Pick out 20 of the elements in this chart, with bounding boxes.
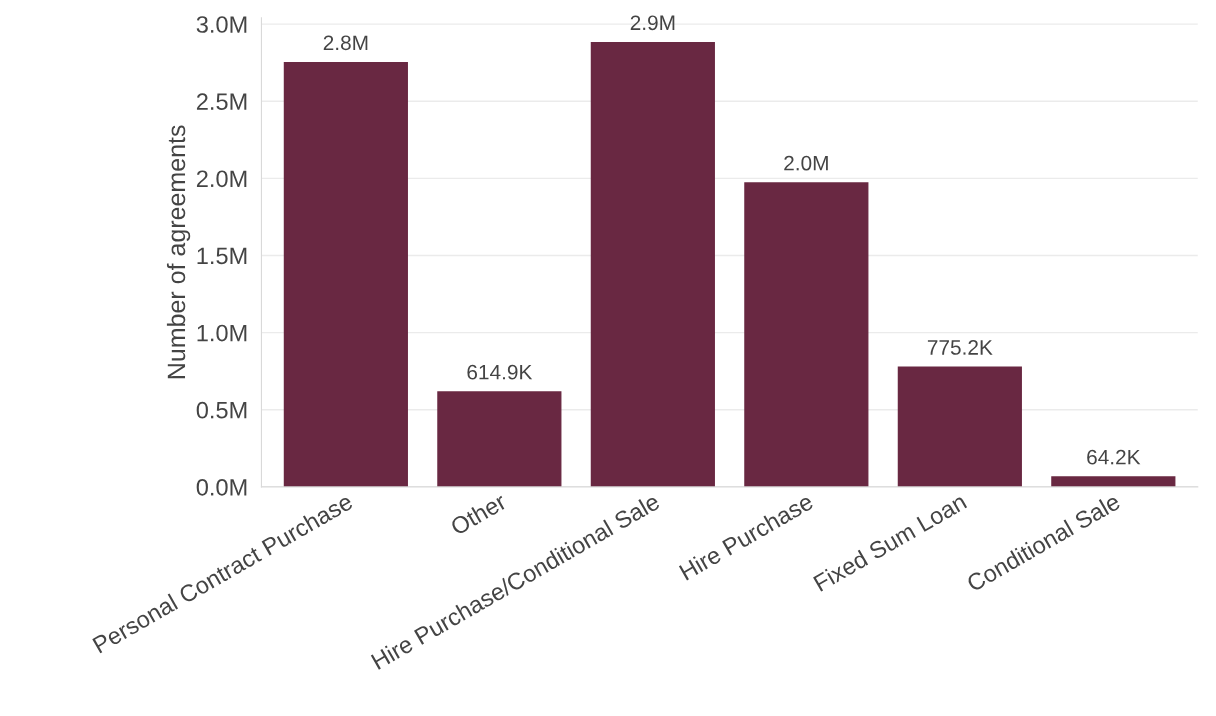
y-tick-label: 0.5M	[196, 401, 247, 419]
bar	[437, 391, 562, 487]
bar	[744, 182, 869, 487]
y-tick-label: 1.0M	[197, 324, 247, 342]
y-tick-label: 2.0M	[196, 170, 247, 188]
y-axis-title: Number of agreements	[166, 125, 191, 379]
data-label: 2.0M	[784, 155, 828, 171]
y-tick-label: 3.0M	[196, 16, 247, 33]
bar	[1051, 476, 1176, 487]
data-label: 614.9K	[467, 364, 533, 380]
bar	[897, 366, 1022, 487]
bar	[283, 61, 408, 487]
data-label: 2.8M	[323, 35, 368, 51]
data-label: 64.2K	[1087, 449, 1141, 465]
data-label: 775.2K	[927, 340, 993, 355]
y-tick-label: 2.5M	[196, 93, 247, 110]
bar	[590, 41, 715, 487]
y-tick-label: 1.5M	[197, 247, 247, 265]
data-label: 2.9M	[630, 15, 675, 31]
y-tick-label: 0.0M	[196, 478, 247, 496]
